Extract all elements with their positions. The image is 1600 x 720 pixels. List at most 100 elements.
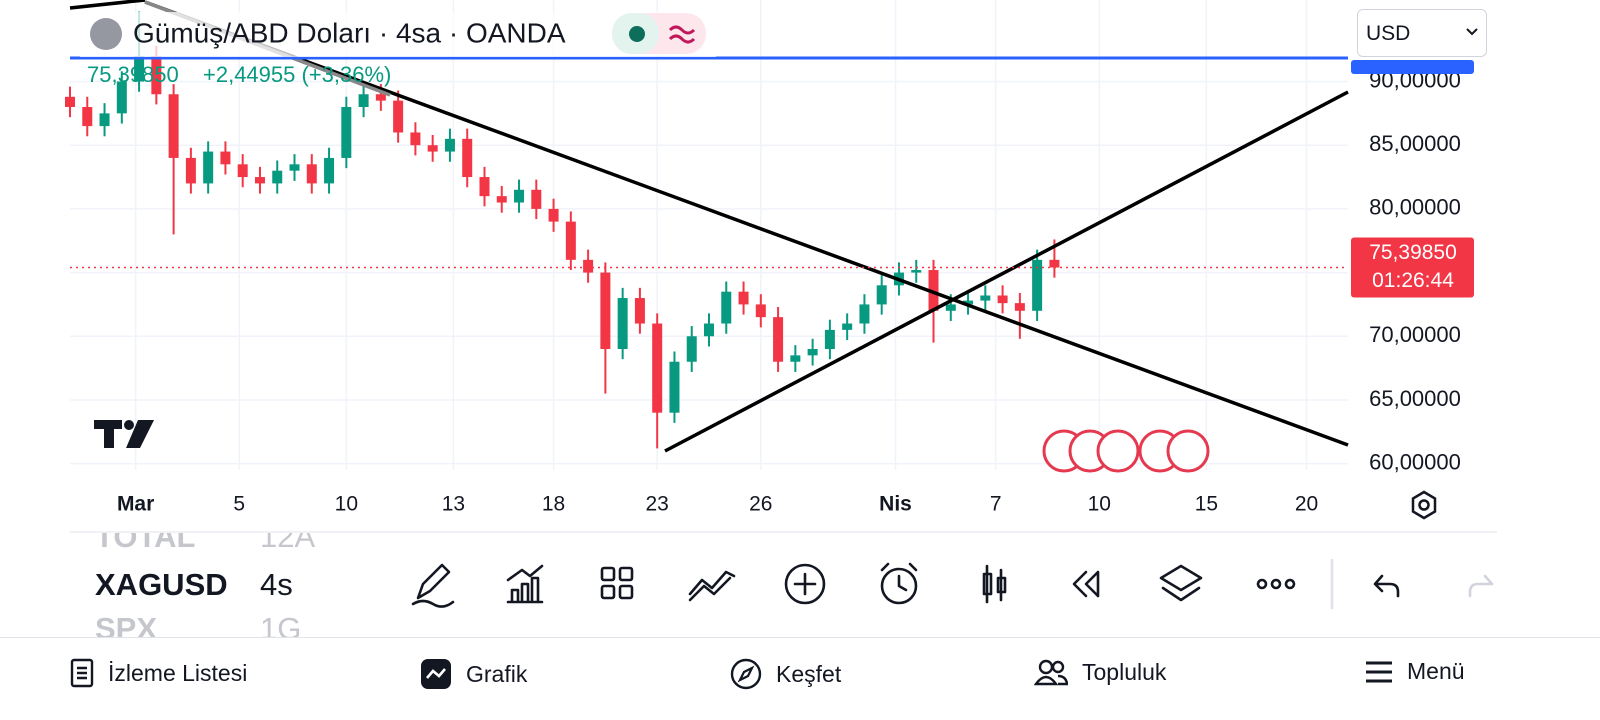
patterns[interactable] <box>688 570 736 602</box>
price-badge-label: 75,39850 <box>1369 241 1457 264</box>
watchlist-item[interactable]: XAGUSD 4s <box>95 567 293 603</box>
candle-body <box>99 113 110 127</box>
candle-body <box>928 270 939 311</box>
candle-body <box>462 138 473 178</box>
add[interactable] <box>784 563 826 605</box>
candle-body <box>514 189 525 203</box>
nav-icon <box>730 658 762 690</box>
layouts[interactable] <box>600 566 634 600</box>
indicators[interactable] <box>506 564 544 604</box>
x-tick-label: 20 <box>1295 493 1318 516</box>
interval: 4s <box>260 567 293 602</box>
exchange-icon <box>90 18 122 50</box>
draw-tool[interactable] <box>411 563 455 608</box>
nav-icon <box>1034 659 1068 686</box>
y-tick-label: 65,00000 <box>1369 386 1461 411</box>
candle-body <box>358 94 369 107</box>
redo[interactable] <box>1468 574 1494 598</box>
candle-body <box>341 106 352 158</box>
candle-body <box>168 94 179 158</box>
watchlist-item[interactable]: TOTAL 12A <box>95 533 315 555</box>
candle-body <box>496 196 507 203</box>
x-tick-label: 10 <box>335 493 358 516</box>
price-change: +2,44955 (+3,36%) <box>203 62 391 87</box>
toolbar <box>411 558 1494 610</box>
x-tick-label: 7 <box>990 493 1002 516</box>
interval: 12A <box>260 533 316 554</box>
price-badge <box>1351 237 1474 298</box>
more[interactable] <box>1256 578 1296 590</box>
legend-backdrop <box>80 12 716 57</box>
candle-body <box>911 270 922 273</box>
nav-label: Topluluk <box>1082 658 1167 685</box>
currency-select[interactable]: USD <box>1357 9 1487 57</box>
nav-icon <box>1366 661 1392 682</box>
candle-body <box>790 355 801 362</box>
chevron <box>1466 28 1478 36</box>
nav-item[interactable]: Menü <box>1365 658 1465 685</box>
symbol: TOTAL <box>95 533 196 554</box>
x-tick-label: 26 <box>749 493 772 516</box>
candle-body <box>859 304 870 324</box>
nav-item[interactable]: Keşfet <box>730 658 841 690</box>
layers[interactable] <box>1159 564 1203 602</box>
candle-body <box>410 132 421 146</box>
nav-label: Keşfet <box>776 660 842 687</box>
x-tick-label: 5 <box>233 493 245 516</box>
candle-body <box>203 151 214 184</box>
y-tick-label: 85,00000 <box>1369 131 1461 156</box>
candle-body <box>254 177 265 184</box>
candle-body <box>134 56 145 82</box>
undo[interactable] <box>1373 574 1400 598</box>
trend-line <box>144 0 1349 447</box>
last-price: 75,39850 <box>87 62 179 87</box>
watchlist-item[interactable]: SPX 1G <box>95 611 301 637</box>
candle-body <box>600 272 611 349</box>
candle-body <box>565 221 576 260</box>
candle-body <box>237 164 248 178</box>
candle-body <box>980 295 991 301</box>
tv-logo <box>94 420 154 448</box>
candle-body <box>185 157 196 184</box>
interval: 1G <box>260 611 302 637</box>
candle-body <box>306 164 317 184</box>
currency: USD <box>1366 22 1411 45</box>
nav-label: Grafik <box>466 660 528 687</box>
replay[interactable] <box>1072 570 1100 598</box>
x-tick-label: Nis <box>879 493 912 516</box>
x-tick-label: Mar <box>117 493 154 516</box>
candle-body <box>583 259 594 273</box>
candle-body <box>824 329 835 349</box>
candle-body <box>427 145 438 152</box>
y-tick-label: 60,00000 <box>1369 449 1461 474</box>
nav-item[interactable]: Topluluk <box>1034 658 1166 686</box>
candle-body <box>755 304 766 318</box>
settings-icon[interactable] <box>1411 490 1437 520</box>
candle-body <box>652 323 663 413</box>
candle-body <box>738 291 749 305</box>
nav-item[interactable]: Grafik <box>420 658 527 690</box>
chart-type[interactable] <box>982 564 1007 604</box>
candle-body <box>531 189 542 209</box>
candle-body <box>393 100 404 133</box>
market-open-dot <box>629 26 645 42</box>
trend-line <box>69 0 146 10</box>
candle-body <box>945 304 956 311</box>
trend-line <box>664 90 1349 453</box>
event-flags <box>1042 429 1210 473</box>
nav-label: İzleme Listesi <box>108 659 248 686</box>
x-tick-label: 15 <box>1195 493 1218 516</box>
candle-body <box>807 348 818 356</box>
bottom-nav: İzleme Listesi Grafik Keşfet Topluluk Me… <box>0 637 1600 720</box>
candle-body <box>151 56 162 95</box>
x-tick-label: 13 <box>442 493 465 516</box>
candle-body <box>82 106 93 127</box>
alert[interactable] <box>880 562 918 605</box>
bar-countdown: 01:26:44 <box>1372 269 1454 292</box>
y-tick-label: 70,00000 <box>1369 322 1461 347</box>
nav-icon <box>421 659 451 689</box>
alert-badge <box>1351 60 1474 74</box>
nav-item[interactable]: İzleme Listesi <box>70 658 247 688</box>
candle-body <box>876 285 887 305</box>
